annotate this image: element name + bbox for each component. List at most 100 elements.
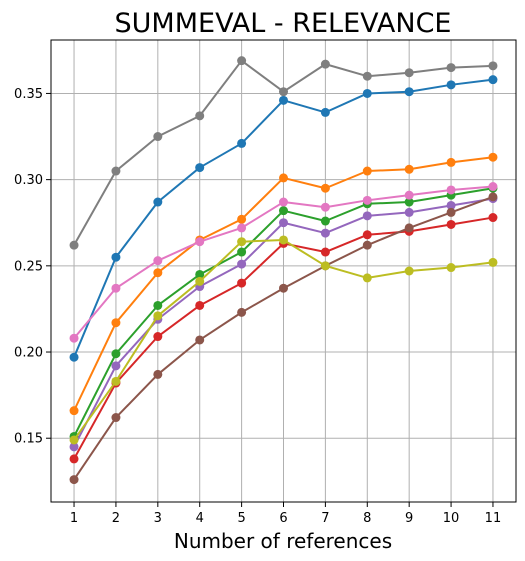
y-tick-label: 0.30 (14, 173, 43, 188)
x-tick-label: 4 (196, 511, 204, 526)
x-axis-label: Number of references (174, 529, 392, 553)
data-point (69, 435, 79, 445)
data-point (195, 237, 205, 247)
data-point (195, 300, 205, 310)
data-point (279, 197, 288, 207)
series-group (69, 56, 498, 250)
data-point (404, 68, 414, 78)
data-point (320, 202, 330, 212)
data-point (111, 361, 121, 371)
y-tick-label: 0.25 (14, 259, 43, 274)
data-point (488, 61, 498, 71)
data-point (237, 237, 247, 247)
data-point (195, 335, 205, 345)
data-point (111, 318, 121, 328)
series-group (69, 75, 498, 362)
data-point (404, 87, 414, 97)
data-point (111, 413, 121, 423)
data-point (320, 228, 330, 238)
data-point (279, 87, 288, 97)
x-tick-label: 10 (443, 511, 460, 526)
series-group (69, 152, 498, 416)
data-point (446, 219, 456, 229)
series-group (69, 182, 498, 343)
data-point (279, 218, 288, 228)
data-point (153, 132, 163, 142)
series-group (69, 192, 498, 485)
data-point (488, 152, 498, 162)
data-point (153, 197, 163, 207)
data-point (69, 333, 79, 343)
data-point (320, 59, 330, 69)
data-point (195, 269, 205, 279)
data-point (279, 235, 288, 245)
x-tick-label: 2 (112, 511, 120, 526)
data-point (362, 230, 372, 240)
data-point (404, 266, 414, 276)
data-point (446, 157, 456, 167)
chart-title: SUMMEVAL - RELEVANCE (115, 8, 452, 39)
tick-layer: 1 2 3 4 5 6 7 8 9 10 11 0.15 0.20 0.25 0.30 0.35 (14, 87, 501, 526)
data-point (362, 195, 372, 205)
x-tick-label: 8 (363, 511, 371, 526)
y-tick-label: 0.20 (14, 346, 43, 361)
data-point (111, 283, 121, 293)
series-layer (69, 56, 498, 485)
data-point (362, 240, 372, 250)
y-tick-label: 0.35 (14, 87, 43, 102)
series-group (69, 235, 498, 445)
data-point (320, 183, 330, 193)
data-point (69, 442, 79, 452)
data-point (362, 211, 372, 221)
x-tick-label: 11 (485, 511, 502, 526)
data-point (111, 376, 121, 386)
y-tick-label: 0.15 (14, 432, 43, 447)
data-point (237, 223, 247, 233)
data-point (320, 261, 330, 271)
data-point (111, 252, 121, 262)
x-tick-label: 7 (321, 511, 329, 526)
data-point (111, 166, 121, 176)
data-point (320, 216, 330, 226)
data-point (488, 213, 498, 223)
data-point (279, 95, 288, 105)
data-point (195, 111, 205, 121)
data-point (237, 307, 247, 317)
x-tick-label: 3 (154, 511, 162, 526)
data-point (446, 185, 456, 195)
data-point (446, 63, 456, 73)
data-point (404, 164, 414, 174)
data-point (446, 80, 456, 90)
data-point (279, 206, 288, 216)
data-point (446, 200, 456, 210)
data-point (446, 263, 456, 273)
data-point (488, 192, 498, 202)
data-point (404, 197, 414, 207)
data-point (404, 190, 414, 200)
data-point (195, 276, 205, 286)
data-point (237, 247, 247, 257)
data-point (69, 475, 79, 485)
data-point (320, 247, 330, 257)
data-point (153, 256, 163, 266)
data-point (111, 349, 121, 359)
data-point (362, 71, 372, 81)
data-point (279, 283, 288, 293)
data-point (153, 332, 163, 342)
data-point (153, 300, 163, 310)
data-point (153, 369, 163, 379)
data-point (320, 107, 330, 117)
data-point (153, 311, 163, 321)
data-point (362, 273, 372, 283)
data-point (488, 182, 498, 192)
data-point (237, 56, 247, 66)
x-tick-label: 6 (279, 511, 287, 526)
grid-layer (51, 40, 516, 502)
x-tick-label: 1 (70, 511, 78, 526)
data-point (69, 406, 79, 416)
data-point (404, 223, 414, 233)
x-tick-label: 5 (237, 511, 245, 526)
data-point (69, 240, 79, 250)
data-point (69, 352, 79, 362)
